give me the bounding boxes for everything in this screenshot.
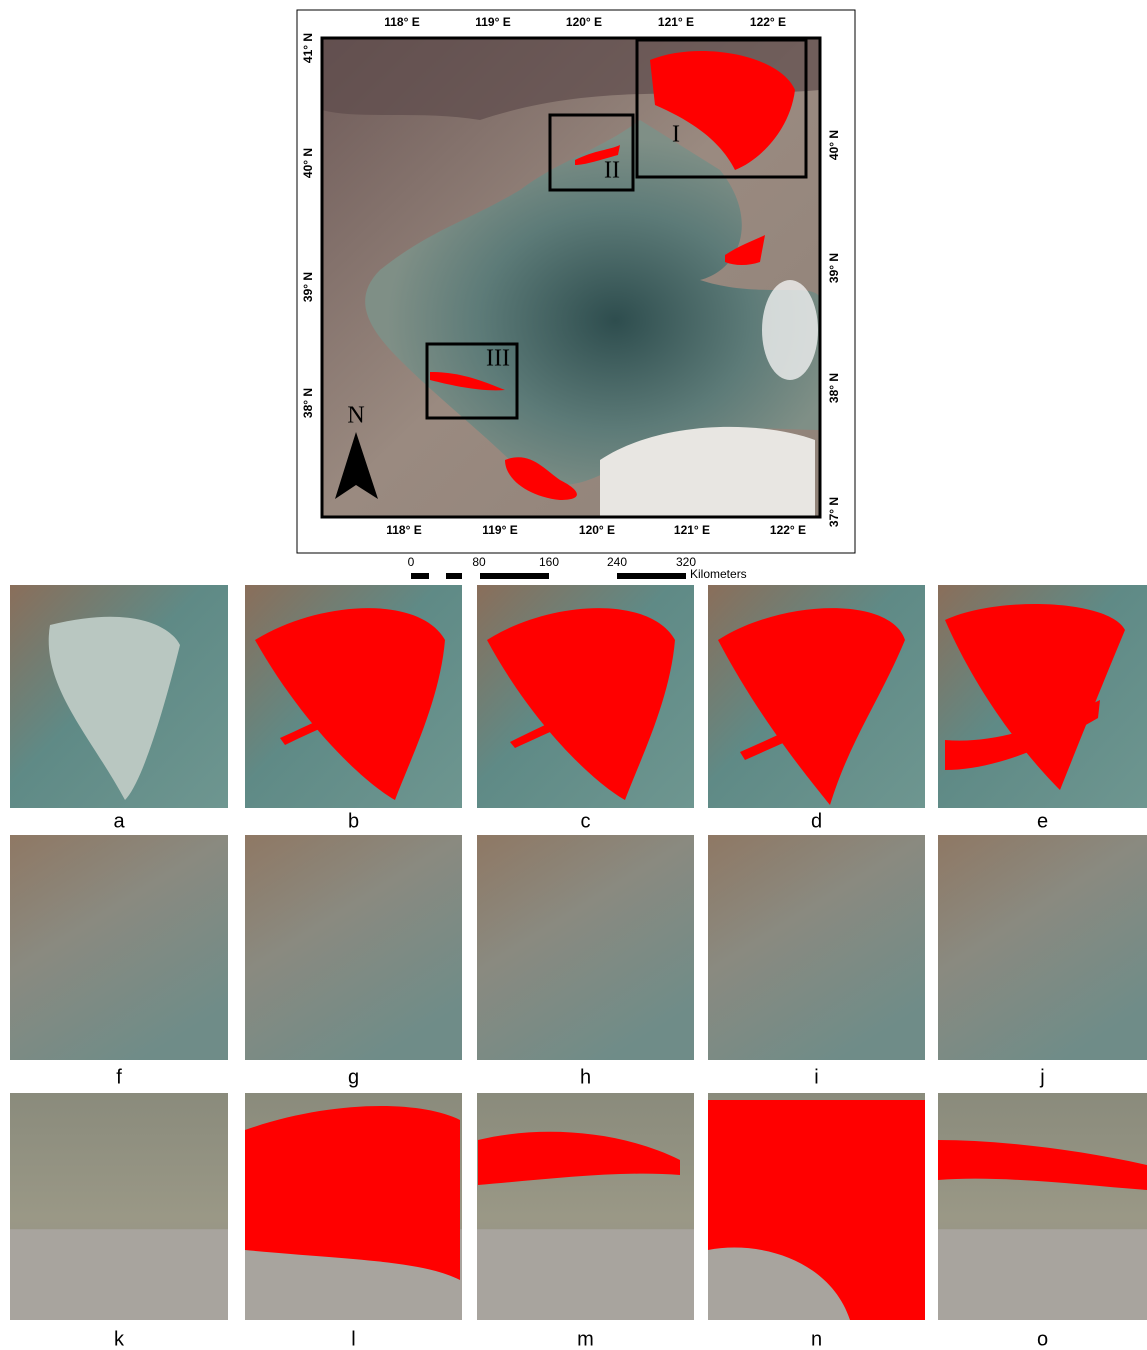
lat-label: 41° N <box>301 33 315 63</box>
box-label: II <box>604 158 620 184</box>
map-image <box>322 38 820 517</box>
panel-image <box>245 835 462 1060</box>
lat-label: 39° N <box>827 253 841 283</box>
lat-label: 37° N <box>827 497 841 527</box>
image-panel <box>938 585 1147 808</box>
panel-label: m <box>577 1328 594 1350</box>
box-label: III <box>486 346 510 372</box>
image-panel <box>477 1093 694 1320</box>
panel-label: g <box>348 1066 359 1088</box>
lon-label: 121° E <box>658 15 694 29</box>
image-panel <box>938 1093 1147 1320</box>
image-panel <box>245 1093 462 1320</box>
image-panel <box>245 585 462 808</box>
lat-label: 40° N <box>301 148 315 178</box>
lat-label: 39° N <box>301 272 315 302</box>
panel-label: k <box>114 1328 125 1350</box>
lon-label: 119° E <box>482 523 518 537</box>
panel-coast <box>938 1229 1147 1320</box>
image-panel <box>10 1093 228 1320</box>
lon-label: 119° E <box>475 15 511 29</box>
scale-label: 240 <box>607 555 627 569</box>
lon-label: 120° E <box>579 523 615 537</box>
figure: I II III N Kilometers 118° E 119° E 120° E… <box>0 0 1147 1350</box>
panel-label: b <box>348 810 359 832</box>
lat-label: 40° N <box>827 130 841 160</box>
panel-label: h <box>580 1066 591 1088</box>
lat-label: 38° N <box>301 388 315 418</box>
scale-unit: Kilometers <box>690 567 747 581</box>
scale-bar <box>411 573 686 579</box>
scale-label: 160 <box>539 555 559 569</box>
panel-coast <box>477 1229 694 1320</box>
panel-label: f <box>116 1066 122 1088</box>
north-label: N <box>347 403 364 429</box>
panel-label: i <box>814 1066 818 1088</box>
panel-image <box>477 835 694 1060</box>
panel-label: d <box>811 810 822 832</box>
image-panel <box>708 585 925 808</box>
lon-label: 118° E <box>384 15 420 29</box>
scale-label: 0 <box>408 555 415 569</box>
lat-label: 38° N <box>827 373 841 403</box>
panel-label: a <box>113 810 125 832</box>
lon-label: 121° E <box>674 523 710 537</box>
panel-label: o <box>1037 1328 1048 1350</box>
panel-label: l <box>351 1328 355 1350</box>
scale-label: 80 <box>472 555 486 569</box>
panel-image <box>708 835 925 1060</box>
panel-label: c <box>581 810 591 832</box>
scale-label: 320 <box>676 555 696 569</box>
panel-label: n <box>811 1328 822 1350</box>
lon-label: 122° E <box>750 15 786 29</box>
box-label: I <box>672 122 680 148</box>
panel-label: e <box>1037 810 1048 832</box>
image-panel <box>708 1093 925 1320</box>
panel-coast <box>10 1229 228 1320</box>
panel-image <box>938 835 1147 1060</box>
panel-image <box>10 835 228 1060</box>
lon-label: 120° E <box>566 15 602 29</box>
panel-label: j <box>1039 1066 1044 1088</box>
image-panel <box>10 835 228 1060</box>
image-panel <box>10 585 228 808</box>
lon-label: 118° E <box>386 523 422 537</box>
image-panel <box>477 585 694 808</box>
lon-label: 122° E <box>770 523 806 537</box>
